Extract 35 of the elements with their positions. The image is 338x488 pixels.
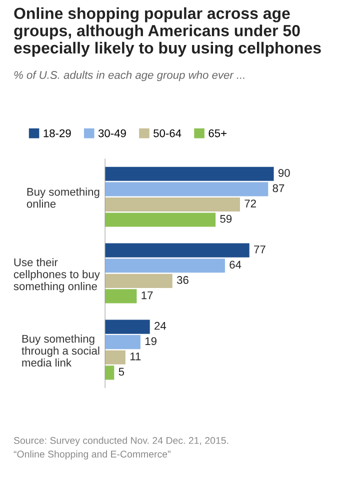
bar xyxy=(104,335,140,350)
data-label: 19 xyxy=(145,337,156,346)
bar xyxy=(104,182,268,196)
data-label: 77 xyxy=(254,246,266,254)
y-tick-label: Buy something online xyxy=(26,188,100,208)
legend-label: 50-64 xyxy=(154,129,182,138)
data-label: 36 xyxy=(176,276,188,284)
chart-title: Online shopping popular across age groups, although Americans under 50 especially likely to buy using cellphones xyxy=(14,7,321,57)
bar xyxy=(104,289,137,304)
data-label: 59 xyxy=(220,214,232,223)
bar xyxy=(104,197,240,212)
data-label: 11 xyxy=(130,352,141,360)
text: “Online Shopping and E-Commerce” xyxy=(14,450,170,460)
data-label: 90 xyxy=(278,169,290,177)
legend-label: 30-49 xyxy=(98,129,126,138)
data-label: 24 xyxy=(154,322,166,330)
bar xyxy=(104,366,114,380)
data-label: 17 xyxy=(142,291,153,300)
y-tick-label: Use their cellphones to buy something online xyxy=(14,258,100,292)
chart-subtitle: % of U.S. adults in each age group who ever ... xyxy=(14,70,244,82)
source-note: Source: Survey conducted Nov. 24 Dec. 21, 2015. xyxy=(14,436,228,446)
bar xyxy=(104,212,216,227)
bar xyxy=(104,258,225,273)
bar xyxy=(104,350,126,364)
bar xyxy=(104,274,172,288)
bar xyxy=(104,320,150,334)
legend-label: 65+ xyxy=(208,129,226,138)
data-label: 64 xyxy=(230,260,242,269)
legend-label: 18-29 xyxy=(44,129,71,138)
data-label: 87 xyxy=(272,184,284,192)
y-tick-label: Buy something through a social media link xyxy=(22,334,100,367)
data-label: 5 xyxy=(118,368,124,376)
bar xyxy=(104,243,250,258)
data-label: 72 xyxy=(244,200,256,208)
bar xyxy=(104,166,274,181)
